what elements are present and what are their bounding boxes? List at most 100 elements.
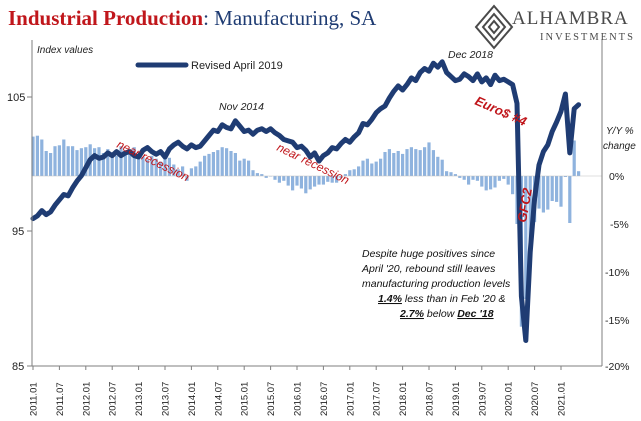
yoy-bar [352,169,356,176]
yoy-bar [401,153,405,176]
yoy-bar [563,176,567,177]
yoy-bar [291,176,295,191]
yoy-bar [255,173,259,176]
yoy-bar [528,176,532,244]
yoy-bar [370,163,374,176]
legend-label: Revised April 2019 [191,60,283,72]
yoy-bar [145,159,149,176]
yoy-bar [409,147,413,176]
yoy-bar [242,158,246,176]
x-tick-label: 2015.07 [266,382,277,416]
yoy-bar [427,142,431,176]
yoy-bar [418,150,422,176]
yoy-bar [445,171,449,176]
yoy-bar [387,149,391,176]
right-tick-label-m5: -5% [610,219,629,231]
yoy-bar [541,176,545,213]
right-tick-label-0: 0% [609,171,624,183]
yoy-bar [497,176,501,181]
yoy-bar [66,146,70,176]
yoy-bar [308,176,312,190]
left-axis-label: Index values [37,45,93,56]
yoy-bar [220,147,224,176]
yoy-bar [423,147,427,176]
x-tick-label: 2014.01 [187,382,198,416]
yoy-bar [577,171,581,176]
left-tick-label-95: 95 [12,226,24,238]
yoy-bar [62,139,66,176]
alhambra-logo: ALHAMBRA INVESTMENTS [474,4,639,52]
yoy-bar [462,176,466,180]
yoy-bar [132,147,136,176]
yoy-bar [379,158,383,176]
x-tick-label: 2019.01 [451,382,462,416]
yoy-bar [326,176,330,182]
yoy-bar [137,154,141,176]
chart-title-separator: : [203,6,215,30]
note-line-4-text: less than in Feb '20 & [402,293,506,305]
yoy-bar [286,176,290,186]
yoy-bar [471,176,475,180]
yoy-bar [348,170,352,176]
yoy-bar [431,150,435,176]
yoy-bar [159,161,163,176]
yoy-bar [247,160,251,176]
yoy-bar [295,176,299,186]
yoy-bar [233,153,237,176]
x-tick-labels: 2011.01 2011.07 2012.01 2012.07 2013.01 2013.… [29,366,568,416]
annotation-dec-2018: Dec 2018 [448,49,493,61]
yoy-bar [216,150,220,176]
yoy-bar [106,149,110,176]
yoy-bar [211,152,215,176]
yoy-bar [317,176,321,185]
x-tick-label: 2011.07 [55,382,66,416]
yoy-bar [251,170,255,176]
note-line-1: Despite huge positives since [362,248,495,260]
yoy-bar [203,155,207,176]
yoy-bar [238,160,242,176]
right-tick-label-m10: -10% [605,267,630,279]
yoy-bar [75,150,79,176]
yoy-bar [167,157,171,176]
chart-title: Industrial Production: Manufacturing, SA [8,6,376,31]
yoy-bar [458,176,462,178]
yoy-bar [189,168,193,176]
yoy-bar [277,176,281,183]
yoy-bar [123,153,127,176]
annotation-gfc2: GFC2 [514,186,535,224]
yoy-bar [339,176,343,178]
x-tick-label: 2018.01 [398,382,409,416]
yoy-bar [489,176,493,190]
annotation-nov-2014: Nov 2014 [219,101,264,113]
yoy-bar [150,155,154,176]
annotation-note: Despite huge positives since April '20, … [361,248,511,320]
yoy-bar [502,176,506,179]
note-value-2-7: 2.7% [399,308,425,320]
x-tick-label: 2020.01 [504,382,515,416]
yoy-bar [383,152,387,176]
logo-subtitle: INVESTMENTS [540,32,635,43]
yoy-bar [467,176,471,185]
yoy-bar [35,135,39,176]
yoy-bar [524,176,528,299]
annotation-euro4: Euro$ #4 [473,93,530,129]
x-tick-label: 2016.01 [293,382,304,416]
yoy-bar [405,149,409,176]
yoy-bar [550,176,554,201]
yoy-bar [225,148,229,176]
note-value-1-4: 1.4% [378,293,403,305]
x-tick-label: 2019.07 [477,382,488,416]
yoy-bar [453,174,457,176]
yoy-bar [374,161,378,176]
yoy-bar [31,136,35,176]
yoy-bar [440,159,444,176]
yoy-bar [559,176,563,207]
yoy-bar [484,176,488,191]
yoy-bar [101,153,105,176]
yoy-bar [572,140,576,176]
yoy-bar [84,147,88,176]
x-axis: 2011.01 2011.07 2012.01 2012.07 2013.01 2013.… [29,365,602,416]
x-tick-label: 2013.01 [134,382,145,416]
yoy-bar [335,176,339,183]
